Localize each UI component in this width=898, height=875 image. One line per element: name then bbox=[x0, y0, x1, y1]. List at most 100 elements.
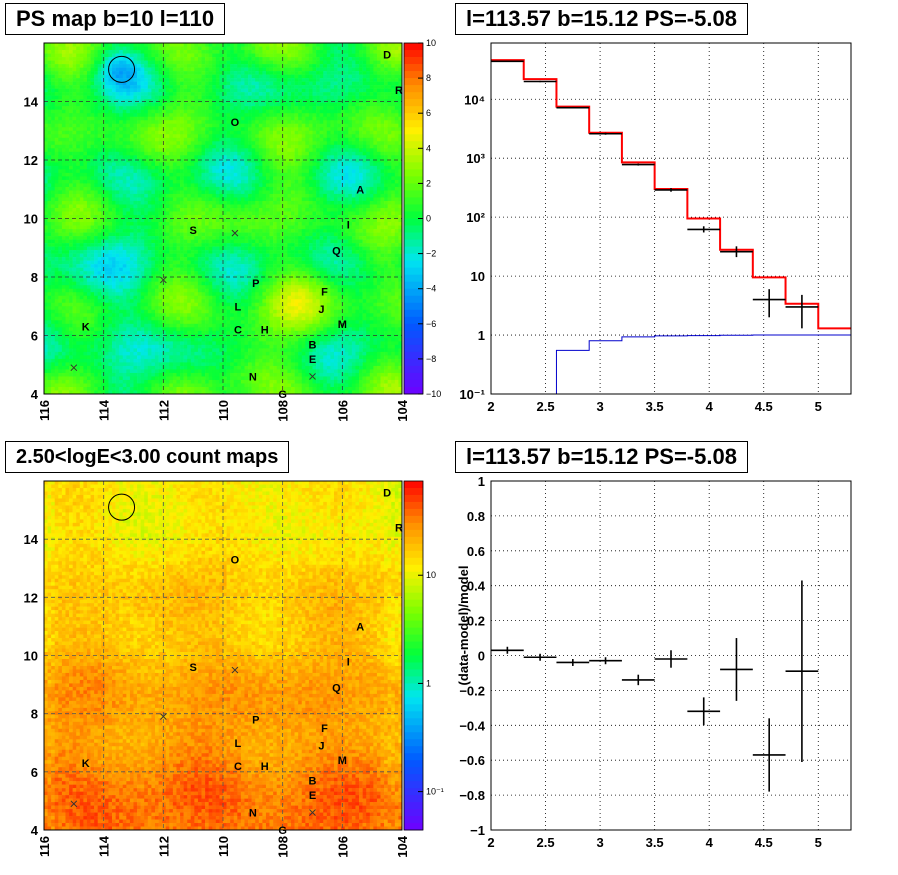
heatmap-cell bbox=[112, 106, 116, 110]
heatmap-cell bbox=[115, 116, 120, 121]
heatmap-cell bbox=[144, 46, 149, 51]
heatmap-cell bbox=[108, 239, 113, 244]
heatmap-cell bbox=[158, 99, 163, 103]
heatmap-cell bbox=[94, 81, 98, 86]
heatmap-cell bbox=[194, 344, 199, 349]
heatmap-cell bbox=[190, 344, 195, 349]
heatmap-cell bbox=[97, 327, 102, 332]
heatmap-cell bbox=[76, 295, 81, 300]
heatmap-cell bbox=[169, 355, 174, 360]
heatmap-cell bbox=[133, 113, 138, 118]
heatmap-cell bbox=[76, 222, 81, 226]
heatmap-cell bbox=[147, 267, 152, 272]
heatmap-cell bbox=[154, 341, 159, 346]
heatmap-cell bbox=[83, 253, 88, 258]
heatmap-cell bbox=[194, 348, 199, 353]
heatmap-cell bbox=[172, 267, 177, 272]
heatmap-cell bbox=[112, 85, 116, 89]
heatmap-cell bbox=[147, 60, 152, 65]
heatmap-cell bbox=[137, 162, 141, 167]
heatmap-cell bbox=[201, 316, 206, 321]
heatmap-cell bbox=[94, 372, 98, 377]
heatmap-cell bbox=[137, 127, 141, 132]
heatmap-cell bbox=[144, 162, 149, 167]
heatmap-cell bbox=[197, 92, 202, 96]
heatmap-cell bbox=[76, 92, 81, 96]
heatmap-cell bbox=[51, 302, 56, 307]
heatmap-cell bbox=[172, 200, 177, 205]
heatmap-cell bbox=[54, 278, 59, 282]
heatmap-cell bbox=[165, 102, 170, 107]
heatmap-cell bbox=[197, 236, 202, 240]
heatmap-cell bbox=[219, 165, 224, 170]
heatmap-cell bbox=[83, 316, 88, 321]
heatmap-cell bbox=[97, 302, 102, 307]
heatmap-cell bbox=[65, 127, 70, 132]
heatmap-cell bbox=[61, 78, 66, 82]
heatmap-cell bbox=[187, 78, 192, 82]
heatmap-cell bbox=[133, 278, 138, 282]
heatmap-cell bbox=[90, 74, 95, 79]
heatmap-cell bbox=[129, 57, 134, 61]
heatmap-cell bbox=[90, 264, 95, 268]
heatmap-cell bbox=[108, 137, 113, 142]
heatmap-cell bbox=[129, 179, 134, 184]
heatmap-cell bbox=[162, 299, 167, 304]
heatmap-cell bbox=[133, 267, 138, 272]
heatmap-cell bbox=[115, 313, 120, 318]
heatmap-cell bbox=[44, 130, 48, 135]
heatmap-cell bbox=[201, 351, 206, 356]
heatmap-cell bbox=[94, 379, 98, 384]
heatmap-cell bbox=[76, 383, 81, 388]
heatmap-cell bbox=[154, 253, 159, 258]
heatmap-cell bbox=[201, 64, 206, 68]
heatmap-cell bbox=[205, 288, 209, 293]
heatmap-cell bbox=[69, 323, 73, 328]
heatmap-cell bbox=[44, 60, 48, 65]
heatmap-cell bbox=[197, 358, 202, 363]
heatmap-cell bbox=[44, 222, 48, 226]
heatmap-cell bbox=[65, 229, 70, 233]
heatmap-cell bbox=[108, 253, 113, 258]
heatmap-cell bbox=[180, 323, 184, 328]
heatmap-cell bbox=[183, 123, 188, 128]
heatmap-cell bbox=[129, 109, 134, 114]
heatmap-cell bbox=[219, 222, 224, 226]
heatmap-cell bbox=[205, 316, 209, 321]
heatmap-cell bbox=[147, 316, 152, 321]
heatmap-cell bbox=[154, 309, 159, 314]
heatmap-cell bbox=[115, 106, 120, 110]
heatmap-cell bbox=[219, 313, 224, 318]
heatmap-cell bbox=[194, 141, 199, 146]
heatmap-cell bbox=[76, 99, 81, 103]
heatmap-cell bbox=[183, 81, 188, 86]
heatmap-cell bbox=[122, 362, 127, 367]
heatmap-cell bbox=[212, 246, 217, 251]
heatmap-cell bbox=[97, 222, 102, 226]
heatmap-cell bbox=[90, 165, 95, 170]
heatmap-cell bbox=[147, 309, 152, 314]
heatmap-cell bbox=[190, 299, 195, 304]
heatmap-cell bbox=[61, 239, 66, 244]
heatmap-cell bbox=[144, 120, 149, 125]
heatmap-cell bbox=[140, 78, 145, 82]
heatmap-cell bbox=[144, 190, 149, 195]
heatmap-cell bbox=[183, 120, 188, 125]
heatmap-cell bbox=[122, 211, 127, 216]
heatmap-cell bbox=[122, 285, 127, 289]
heatmap-cell bbox=[54, 50, 59, 54]
heatmap-cell bbox=[115, 179, 120, 184]
heatmap-cell bbox=[215, 186, 220, 191]
heatmap-cell bbox=[176, 81, 181, 86]
heatmap-cell bbox=[219, 204, 224, 209]
heatmap-cell bbox=[172, 278, 177, 282]
heatmap-cell bbox=[51, 144, 56, 149]
heatmap-cell bbox=[86, 313, 91, 318]
heatmap-cell bbox=[147, 292, 152, 297]
heatmap-cell bbox=[162, 341, 167, 346]
heatmap-cell bbox=[194, 379, 199, 384]
heatmap-cell bbox=[97, 351, 102, 356]
heatmap-cell bbox=[197, 95, 202, 100]
heatmap-cell bbox=[94, 225, 98, 230]
heatmap-cell bbox=[190, 225, 195, 230]
